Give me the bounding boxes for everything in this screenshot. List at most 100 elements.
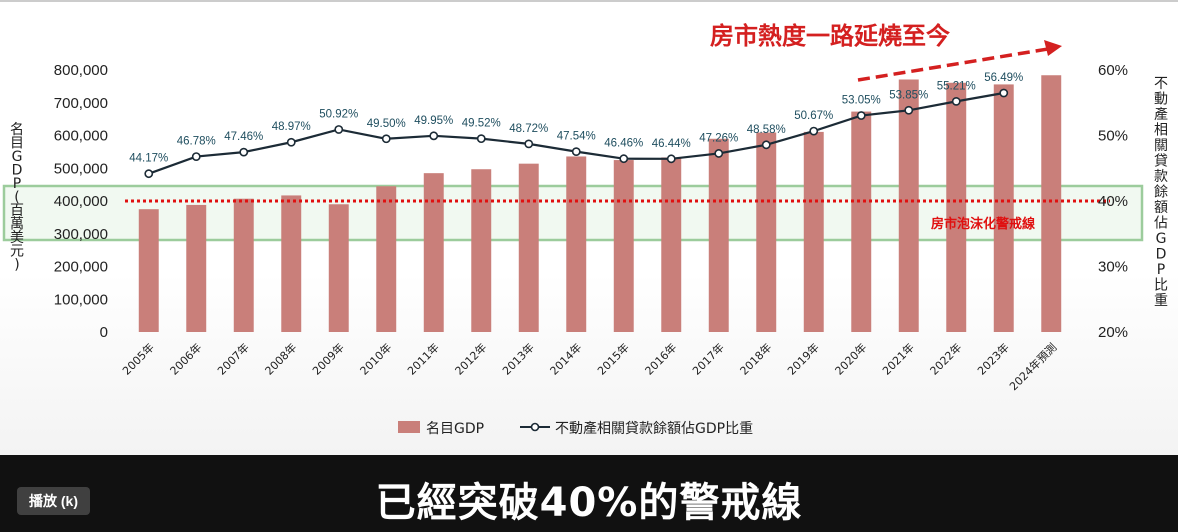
ratio-data-label: 50.67% [794,110,833,122]
y-left-tick-label: 0 [100,324,108,341]
y-left-tick-label: 800,000 [54,62,108,79]
ratio-point [856,111,866,120]
ratio-data-label: 48.72% [509,123,548,135]
ratio-point [904,105,914,115]
y-right-tick-label: 20% [1098,324,1128,341]
gdp-bar [756,132,777,332]
ratio-data-label: 47.46% [224,131,263,143]
ratio-point [524,139,534,149]
legend-bar-label: 名目GDP [426,421,484,437]
ratio-point [999,88,1009,98]
y-left-tick-label: 200,000 [54,259,108,276]
gdp-bar [566,156,587,332]
chart-area: 房市熱度一路延燒至今 房市泡沫化警戒線 44.17% 46.78% 47.46% 48… [0,0,1178,455]
legend-bar-swatch [398,421,420,433]
ratio-point [761,140,771,150]
ratio-data-label: 46.78% [177,136,216,148]
svg-text:不動產相關貸款餘額佔GDP比重: 不動產相關貸款餘額佔 G D P 比重 [1154,76,1168,309]
x-tick-label: 2024年預測 [1006,340,1059,393]
x-tick-label: 2009年 [309,340,346,377]
gdp-bar [186,204,207,332]
x-tick-label: 2016年 [642,340,679,377]
ratio-point [809,126,819,136]
gdp-bar [1041,75,1062,333]
x-tick-label: 2015年 [594,340,631,377]
ratio-point [381,134,391,144]
ratio-data-label: 53.05% [842,95,881,107]
video-subtitle: 已經突破40%的警戒線 [375,480,803,526]
chart-headline: 房市熱度一路延燒至今 [710,22,950,50]
x-tick-label: 2022年 [927,340,964,377]
x-tick-label: 2020年 [832,340,869,377]
x-tick-label: 2011年 [404,340,441,377]
ratio-point [334,125,344,134]
play-button[interactable]: 播放 (k) [17,487,90,515]
gdp-bar [423,173,444,332]
ratio-point [286,137,296,147]
ratio-data-label: 46.46% [604,138,643,150]
trend-arrow [857,40,1062,82]
ratio-point [951,96,961,106]
gdp-bar [328,204,349,332]
ratio-data-label: 48.97% [272,121,311,133]
y-left-tick-label: 600,000 [54,128,108,145]
x-tick-label: 2008年 [262,340,299,377]
y-left-tick-label: 400,000 [54,193,108,210]
gdp-bar [661,157,682,332]
y-right-tick-label: 50% [1098,128,1128,145]
y-right-tick-label: 60% [1098,62,1128,79]
legend: 名目GDP 不動產相關貸款餘額佔GDP比重 [398,420,753,437]
y-left-tick-label: 500,000 [54,160,108,177]
ratio-data-label: 49.95% [414,115,453,127]
ratio-point [476,134,486,144]
svg-text:名目GDP(百萬美元): 名目 G D P (百萬美元) [10,122,24,273]
x-tick-label: 2017年 [689,340,726,377]
ratio-data-label: 47.54% [557,131,596,143]
legend-line-marker [530,422,540,432]
legend-line-label: 不動產相關貸款餘額佔GDP比重 [555,420,753,437]
gdp-bar [281,195,302,332]
x-tick-label: 2014年 [547,340,584,377]
gdp-bar [803,131,824,332]
ratio-data-label: 50.92% [319,108,358,120]
ratio-point [239,147,249,157]
ratio-data-label: 49.50% [367,118,406,130]
gdp-bar [471,169,492,332]
x-tick-label: 2018年 [737,340,774,377]
y-left-tick-label: 700,000 [54,95,108,112]
x-tick-label: 2021年 [879,340,916,377]
x-tick-label: 2010年 [357,340,394,377]
ratio-point [571,147,581,157]
y-axis-left-title: 名目 G D P (百萬美元) [10,122,24,273]
ratio-point [191,152,201,161]
y-left-tick-label: 300,000 [54,226,108,243]
x-tick-label: 2007年 [214,340,251,377]
gdp-bar [898,79,919,332]
ratio-point [714,149,724,158]
gdp-bar [993,84,1014,332]
ratio-data-label: 49.52% [462,118,501,130]
x-tick-label: 2023年 [974,340,1011,377]
x-tick-label: 2006年 [167,340,204,377]
video-caption-bar [0,455,1178,532]
top-divider [0,0,1178,2]
ratio-data-label: 55.21% [937,80,976,92]
gdp-bar [376,186,397,332]
gdp-bar [851,111,872,332]
gdp-bar [946,82,967,333]
gdp-bar [518,163,539,332]
x-tick-label: 2013年 [499,340,536,377]
ratio-point [429,131,439,141]
ratio-point [144,169,154,179]
y-right-tick-label: 40% [1098,193,1128,210]
ratio-data-label: 48.58% [747,124,786,136]
ratio-data-label: 56.49% [984,72,1023,84]
x-tick-label: 2019年 [784,340,821,377]
ratio-data-label: 53.85% [889,89,928,101]
ratio-data-label: 44.17% [129,153,168,165]
y-right-tick-label: 30% [1098,259,1128,276]
ratio-point [619,154,629,164]
x-tick-label: 2012年 [452,340,489,377]
ratio-point [666,154,676,164]
ratio-data-label: 47.26% [699,132,738,144]
